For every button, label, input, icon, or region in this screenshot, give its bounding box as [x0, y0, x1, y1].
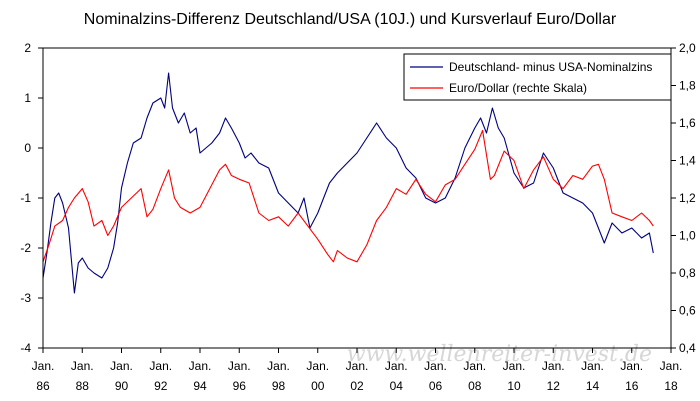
- y-left-tick-label: 1: [24, 91, 31, 105]
- x-tick-label-month: Jan.: [660, 359, 683, 373]
- x-tick-label-month: Jan.: [346, 359, 369, 373]
- x-tick-label-month: Jan.: [267, 359, 290, 373]
- x-tick-label-month: Jan.: [424, 359, 447, 373]
- x-tick-label-year: 10: [507, 379, 521, 393]
- x-tick-label-year: 04: [390, 379, 404, 393]
- y-right-tick-label: 1,8: [679, 79, 696, 93]
- x-tick-label-year: 02: [350, 379, 364, 393]
- x-tick-label-year: 86: [36, 379, 50, 393]
- x-tick-label-year: 98: [272, 379, 286, 393]
- y-right-tick-label: 2,0: [679, 41, 696, 55]
- x-tick-label-month: Jan.: [71, 359, 94, 373]
- series-line-1: [42, 129, 654, 263]
- x-tick-label-month: Jan.: [620, 359, 643, 373]
- x-tick-label-year: 90: [115, 379, 129, 393]
- y-left-tick-label: -4: [20, 341, 31, 355]
- y-left-tick-label: 2: [24, 41, 31, 55]
- y-right-tick-label: 1,0: [679, 229, 696, 243]
- legend: Deutschland- minus USA-Nominalzins Euro/…: [403, 53, 672, 101]
- x-tick-label-year: 08: [468, 379, 482, 393]
- x-tick-label-month: Jan.: [32, 359, 55, 373]
- x-tick-label-year: 06: [429, 379, 443, 393]
- x-tick-label-month: Jan.: [463, 359, 486, 373]
- x-tick-label-month: Jan.: [189, 359, 212, 373]
- axes: 210-1-2-3-42,01,81,61,41,21,00,80,60,4Ja…: [20, 41, 696, 393]
- plot-area: [42, 72, 654, 294]
- y-right-tick-label: 1,2: [679, 191, 696, 205]
- series-line-0: [42, 72, 654, 294]
- x-tick-label-year: 12: [547, 379, 561, 393]
- y-right-tick-label: 1,4: [679, 154, 696, 168]
- x-tick-label-month: Jan.: [385, 359, 408, 373]
- y-left-tick-label: 0: [24, 141, 31, 155]
- x-tick-label-year: 96: [233, 379, 247, 393]
- x-tick-label-year: 88: [76, 379, 90, 393]
- y-left-tick-label: -3: [20, 291, 31, 305]
- x-tick-label-month: Jan.: [228, 359, 251, 373]
- x-tick-label-month: Jan.: [581, 359, 604, 373]
- legend-label-zins: Deutschland- minus USA-Nominalzins: [449, 60, 652, 74]
- x-tick-label-year: 18: [664, 379, 678, 393]
- y-left-tick-label: -1: [20, 191, 31, 205]
- x-tick-label-year: 14: [586, 379, 600, 393]
- y-right-tick-label: 0,8: [679, 266, 696, 280]
- x-tick-label-year: 16: [625, 379, 639, 393]
- legend-box: [403, 53, 672, 101]
- watermark: www.wellenreiter-invest.de: [347, 342, 652, 367]
- x-tick-label-year: 94: [193, 379, 207, 393]
- y-left-tick-label: -2: [20, 241, 31, 255]
- x-tick-label-month: Jan.: [503, 359, 526, 373]
- x-tick-label-month: Jan.: [306, 359, 329, 373]
- x-tick-label-month: Jan.: [542, 359, 565, 373]
- y-right-tick-label: 1,6: [679, 116, 696, 130]
- x-tick-label-month: Jan.: [149, 359, 172, 373]
- y-right-tick-label: 0,4: [679, 341, 696, 355]
- y-right-tick-label: 0,6: [679, 304, 696, 318]
- x-tick-label-year: 92: [154, 379, 168, 393]
- x-tick-label-year: 00: [311, 379, 325, 393]
- x-tick-label-month: Jan.: [110, 359, 133, 373]
- chart-title: Nominalzins-Differenz Deutschland/USA (1…: [84, 11, 617, 28]
- legend-label-eurusd: Euro/Dollar (rechte Skala): [449, 81, 587, 95]
